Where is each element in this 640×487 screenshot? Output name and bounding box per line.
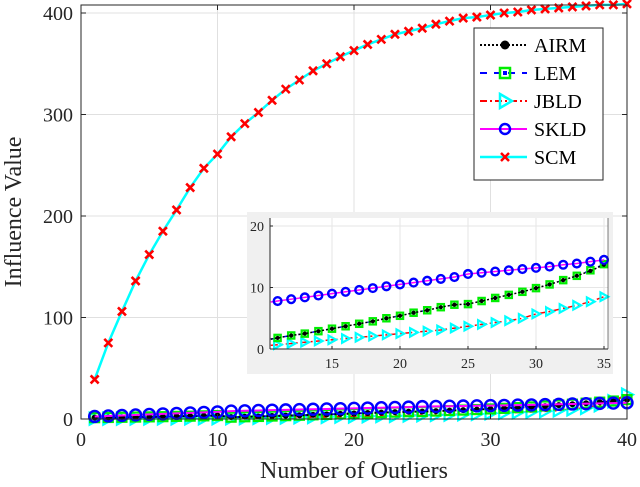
inset-x-tick-label: 30	[529, 357, 543, 372]
legend-label-jbld: JBLD	[534, 91, 582, 113]
inset-series-jbld	[270, 290, 611, 351]
inset-series-skld	[270, 254, 610, 307]
x-tick-label: 20	[344, 429, 364, 451]
triangle-right-marker-icon	[498, 91, 515, 111]
filled-circle-marker-icon	[500, 40, 510, 50]
legend-label-lem: LEM	[534, 63, 576, 85]
y-axis-title: Influence Value	[1, 137, 27, 288]
inset-y-tick-label: 10	[250, 282, 264, 297]
legend-label-scm: SCM	[534, 147, 576, 169]
x-tick-label: 30	[481, 429, 501, 451]
x-tick-label: 0	[76, 429, 86, 451]
legend-entry-airm: AIRM	[480, 35, 586, 57]
inset-chart: 15 20 25 30 35 0 10 20	[247, 212, 613, 374]
inset-axis-ticks: 15 20 25 30 35 0 10 20	[250, 220, 611, 372]
x-tick-label: 40	[617, 429, 637, 451]
y-tick-label: 200	[43, 206, 73, 228]
x-axis-title: Number of Outliers	[260, 458, 448, 484]
x-tick-label: 10	[208, 429, 228, 451]
inset-x-tick-label: 25	[461, 357, 475, 372]
legend-box	[473, 27, 604, 181]
y-tick-label: 0	[63, 409, 73, 431]
inset-x-tick-label: 35	[597, 357, 611, 372]
y-tick-label: 400	[43, 3, 73, 25]
inset-plot-series	[270, 254, 611, 351]
inset-x-tick-label: 15	[325, 357, 339, 372]
inset-y-tick-label: 20	[250, 220, 264, 235]
legend-label-airm: AIRM	[534, 35, 586, 57]
square-marker-icon	[498, 66, 512, 80]
inset-y-tick-label: 0	[257, 343, 264, 358]
legend-entry-scm: SCM	[480, 147, 576, 169]
main-plot-series	[87, 0, 636, 427]
inset-series-airm	[270, 262, 607, 341]
open-circle-marker-icon	[498, 122, 512, 136]
y-tick-label: 100	[43, 308, 73, 330]
legend: AIRM LEM JBLD SKLD SCM	[473, 27, 604, 181]
inset-x-tick-label: 20	[393, 357, 407, 372]
legend-entry-lem: LEM	[480, 63, 576, 85]
legend-label-skld: SKLD	[534, 119, 586, 141]
legend-entry-jbld: JBLD	[480, 91, 582, 113]
legend-entry-skld: SKLD	[480, 119, 586, 141]
x-marker-icon	[500, 152, 510, 162]
y-tick-label: 300	[43, 105, 73, 127]
